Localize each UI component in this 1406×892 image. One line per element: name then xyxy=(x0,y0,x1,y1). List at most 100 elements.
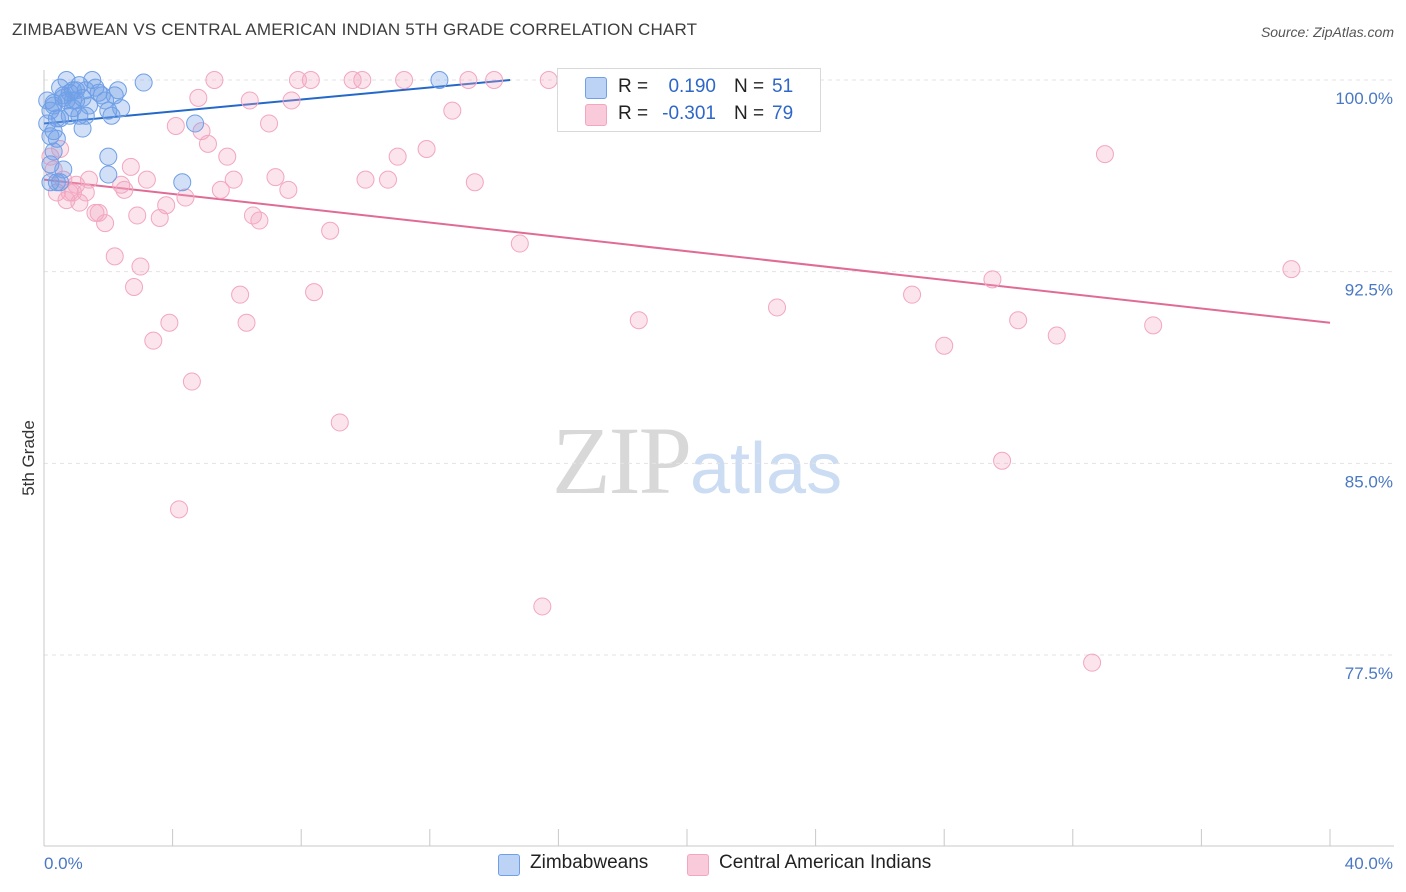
central-american-indian-point xyxy=(240,91,259,110)
central-american-indian-point xyxy=(112,175,131,194)
watermark: ZIPatlas xyxy=(552,405,842,516)
zimbabwean-point xyxy=(108,81,127,100)
zimbabwean-point xyxy=(89,83,108,102)
zimbabwean-point xyxy=(173,173,192,192)
legend-n-label: N = xyxy=(734,76,765,97)
legend-swatch-blue xyxy=(585,77,607,99)
central-american-indian-point xyxy=(237,313,256,332)
legend-row-zimbabweans: R = 0.190 N = 51 xyxy=(558,74,820,100)
central-american-indian-point xyxy=(198,134,217,153)
central-american-indian-point xyxy=(510,234,529,253)
central-american-indian-point xyxy=(189,88,208,107)
central-american-indian-point xyxy=(321,221,340,240)
source-label: Source: ZipAtlas.com xyxy=(1260,24,1394,40)
y-tick-label: 85.0% xyxy=(1345,472,1393,491)
central-american-indian-point xyxy=(1095,145,1114,164)
central-american-indian-point xyxy=(137,170,156,189)
central-american-indian-point xyxy=(388,147,407,166)
axis-labels: 100.0% 92.5% 85.0% 77.5% 0.0% 40.0% 5th Grade xyxy=(19,89,1393,873)
central-american-indian-point xyxy=(539,71,558,89)
central-american-indian-point xyxy=(166,117,185,135)
central-american-indian-point xyxy=(301,71,320,89)
central-american-indian-point xyxy=(395,71,414,89)
legend-row-central-american-indians: R = -0.301 N = 79 xyxy=(558,101,820,127)
correlation-legend: R = 0.190 N = 51 R = -0.301 N = 79 xyxy=(557,68,821,132)
chart-title: ZIMBABWEAN VS CENTRAL AMERICAN INDIAN 5T… xyxy=(12,20,698,39)
watermark-zip: ZIP xyxy=(552,407,692,514)
central-american-indian-point xyxy=(465,173,484,192)
zimbabwean-point xyxy=(186,114,205,133)
central-american-indian-point xyxy=(1282,260,1301,279)
central-american-indian-point xyxy=(903,285,922,304)
central-american-indian-point xyxy=(993,451,1012,470)
legend-n-value: 51 xyxy=(772,76,794,97)
central-american-indian-point xyxy=(131,257,150,276)
central-american-indian-point xyxy=(182,372,201,391)
zimbabwean-point xyxy=(99,147,118,166)
central-american-indian-point xyxy=(330,413,349,432)
zimbabwean-point xyxy=(112,99,131,118)
legend-r-label: R = xyxy=(618,76,649,97)
zimbabwean-point xyxy=(430,71,449,89)
central-american-indian-point xyxy=(629,311,648,330)
central-american-indian-point xyxy=(356,170,375,189)
y-tick-label: 100.0% xyxy=(1335,89,1393,108)
central-american-indian-point xyxy=(935,336,954,355)
central-american-indian-point xyxy=(417,140,436,158)
zimbabwean-point xyxy=(38,91,57,110)
bottom-legend-swatch-blue xyxy=(498,854,520,876)
central-american-indian-point xyxy=(89,203,108,222)
zimbabwean-point xyxy=(99,165,118,184)
legend-r-value: -0.301 xyxy=(662,103,716,124)
central-american-indian-point xyxy=(443,101,462,120)
central-american-indian-point xyxy=(379,170,398,189)
legend-n-value: 79 xyxy=(772,103,794,124)
central-american-indian-point xyxy=(157,196,176,215)
legend-r-value: 0.190 xyxy=(668,76,716,97)
zimbabwean-point xyxy=(57,91,76,110)
central-american-indian-point xyxy=(279,180,298,199)
zimbabwean-point xyxy=(51,173,70,192)
central-american-indian-point xyxy=(121,157,140,176)
zimbabwean-point xyxy=(63,81,82,100)
central-american-indian-point xyxy=(70,193,89,212)
central-american-indian-point xyxy=(282,91,301,110)
central-american-indian-point xyxy=(218,147,237,166)
zimbabwean-point xyxy=(63,99,82,118)
y-tick-label: 92.5% xyxy=(1345,281,1393,300)
central-american-indian-point xyxy=(41,147,60,166)
central-american-indian-point xyxy=(231,285,250,304)
central-american-indian-point xyxy=(459,71,478,89)
central-american-indian-point xyxy=(485,71,504,89)
central-american-indian-point xyxy=(160,313,179,332)
central-american-indian-point xyxy=(125,278,144,296)
central-american-indian-point xyxy=(1009,311,1028,330)
central-american-indian-point xyxy=(144,331,163,350)
central-american-indian-point xyxy=(533,597,552,616)
zimbabwean-point xyxy=(41,173,60,192)
central-american-indian-point xyxy=(170,500,189,519)
central-american-indian-point xyxy=(1144,316,1163,335)
bottom-legend-label: Central American Indians xyxy=(719,852,932,873)
central-american-indian-point xyxy=(305,283,324,302)
gridlines xyxy=(44,79,1396,656)
central-american-indian-point xyxy=(128,206,147,225)
zimbabwean-point xyxy=(44,142,63,161)
y-axis-label: 5th Grade xyxy=(19,420,38,496)
bottom-legend-swatch-pink xyxy=(687,854,709,876)
central-american-indian-point xyxy=(80,170,99,189)
axes xyxy=(43,70,1394,847)
central-american-indian-point xyxy=(211,180,230,199)
central-american-indian-point xyxy=(343,71,362,89)
y-tick-label: 77.5% xyxy=(1345,664,1393,683)
zimbabwean-point xyxy=(86,78,105,97)
watermark-atlas: atlas xyxy=(690,429,843,509)
central-american-indian-point xyxy=(768,298,787,317)
legend-r-label: R = xyxy=(618,103,649,124)
zimbabwean-point xyxy=(54,86,73,105)
central-american-indian-point xyxy=(205,71,224,89)
central-american-indian-point xyxy=(1047,326,1066,345)
legend-n-label: N = xyxy=(734,103,765,124)
central-american-indian-point xyxy=(353,71,372,89)
